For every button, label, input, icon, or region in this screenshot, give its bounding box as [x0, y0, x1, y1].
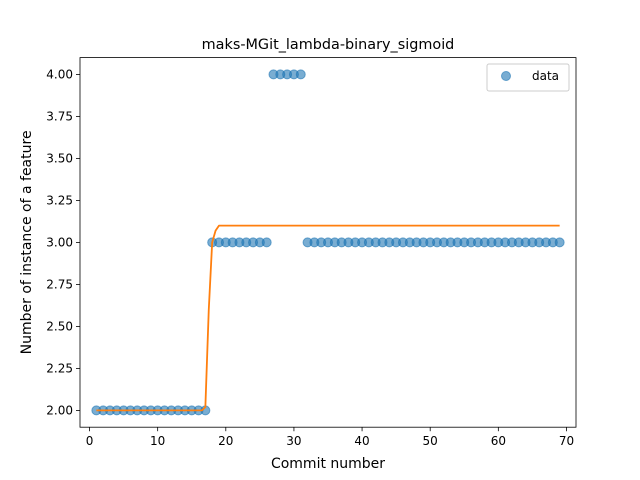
y-axis-title: Number of instance of a feature — [19, 130, 35, 354]
x-tick-label: 10 — [150, 434, 165, 448]
y-tick-label: 3.50 — [46, 151, 73, 165]
y-tick-label: 2.25 — [46, 361, 73, 375]
data-point — [554, 237, 565, 248]
y-tick-label: 2.75 — [46, 277, 73, 291]
x-tick-label: 20 — [218, 434, 233, 448]
x-tick-label: 40 — [354, 434, 369, 448]
y-axis: 2.00 2.25 2.50 2.75 3.00 3.25 3.50 3.75 4.00 — [46, 67, 80, 417]
x-axis-title: Commit number — [271, 456, 385, 472]
legend: data — [486, 63, 570, 92]
y-tick-label: 2.50 — [46, 319, 73, 333]
x-tick-label: 30 — [286, 434, 301, 448]
fit-line — [96, 224, 560, 412]
plot-area — [91, 69, 565, 416]
y-tick-label: 3.00 — [46, 235, 73, 249]
legend-box — [486, 63, 570, 92]
x-tick-label: 70 — [559, 434, 574, 448]
data-point — [295, 69, 306, 80]
legend-label-data: data — [532, 69, 559, 83]
data-point — [261, 237, 272, 248]
y-tick-label: 4.00 — [46, 67, 73, 81]
x-tick-label: 0 — [86, 434, 94, 448]
y-tick-label: 3.75 — [46, 109, 73, 123]
chart-title: maks-MGit_lambda-binary_sigmoid — [202, 37, 455, 53]
x-axis: 0 10 20 30 40 50 60 70 — [86, 427, 574, 448]
legend-marker-data — [501, 71, 511, 81]
x-tick-label: 60 — [491, 434, 506, 448]
y-tick-label: 3.25 — [46, 193, 73, 207]
x-tick-label: 50 — [423, 434, 438, 448]
y-tick-label: 2.00 — [46, 403, 73, 417]
